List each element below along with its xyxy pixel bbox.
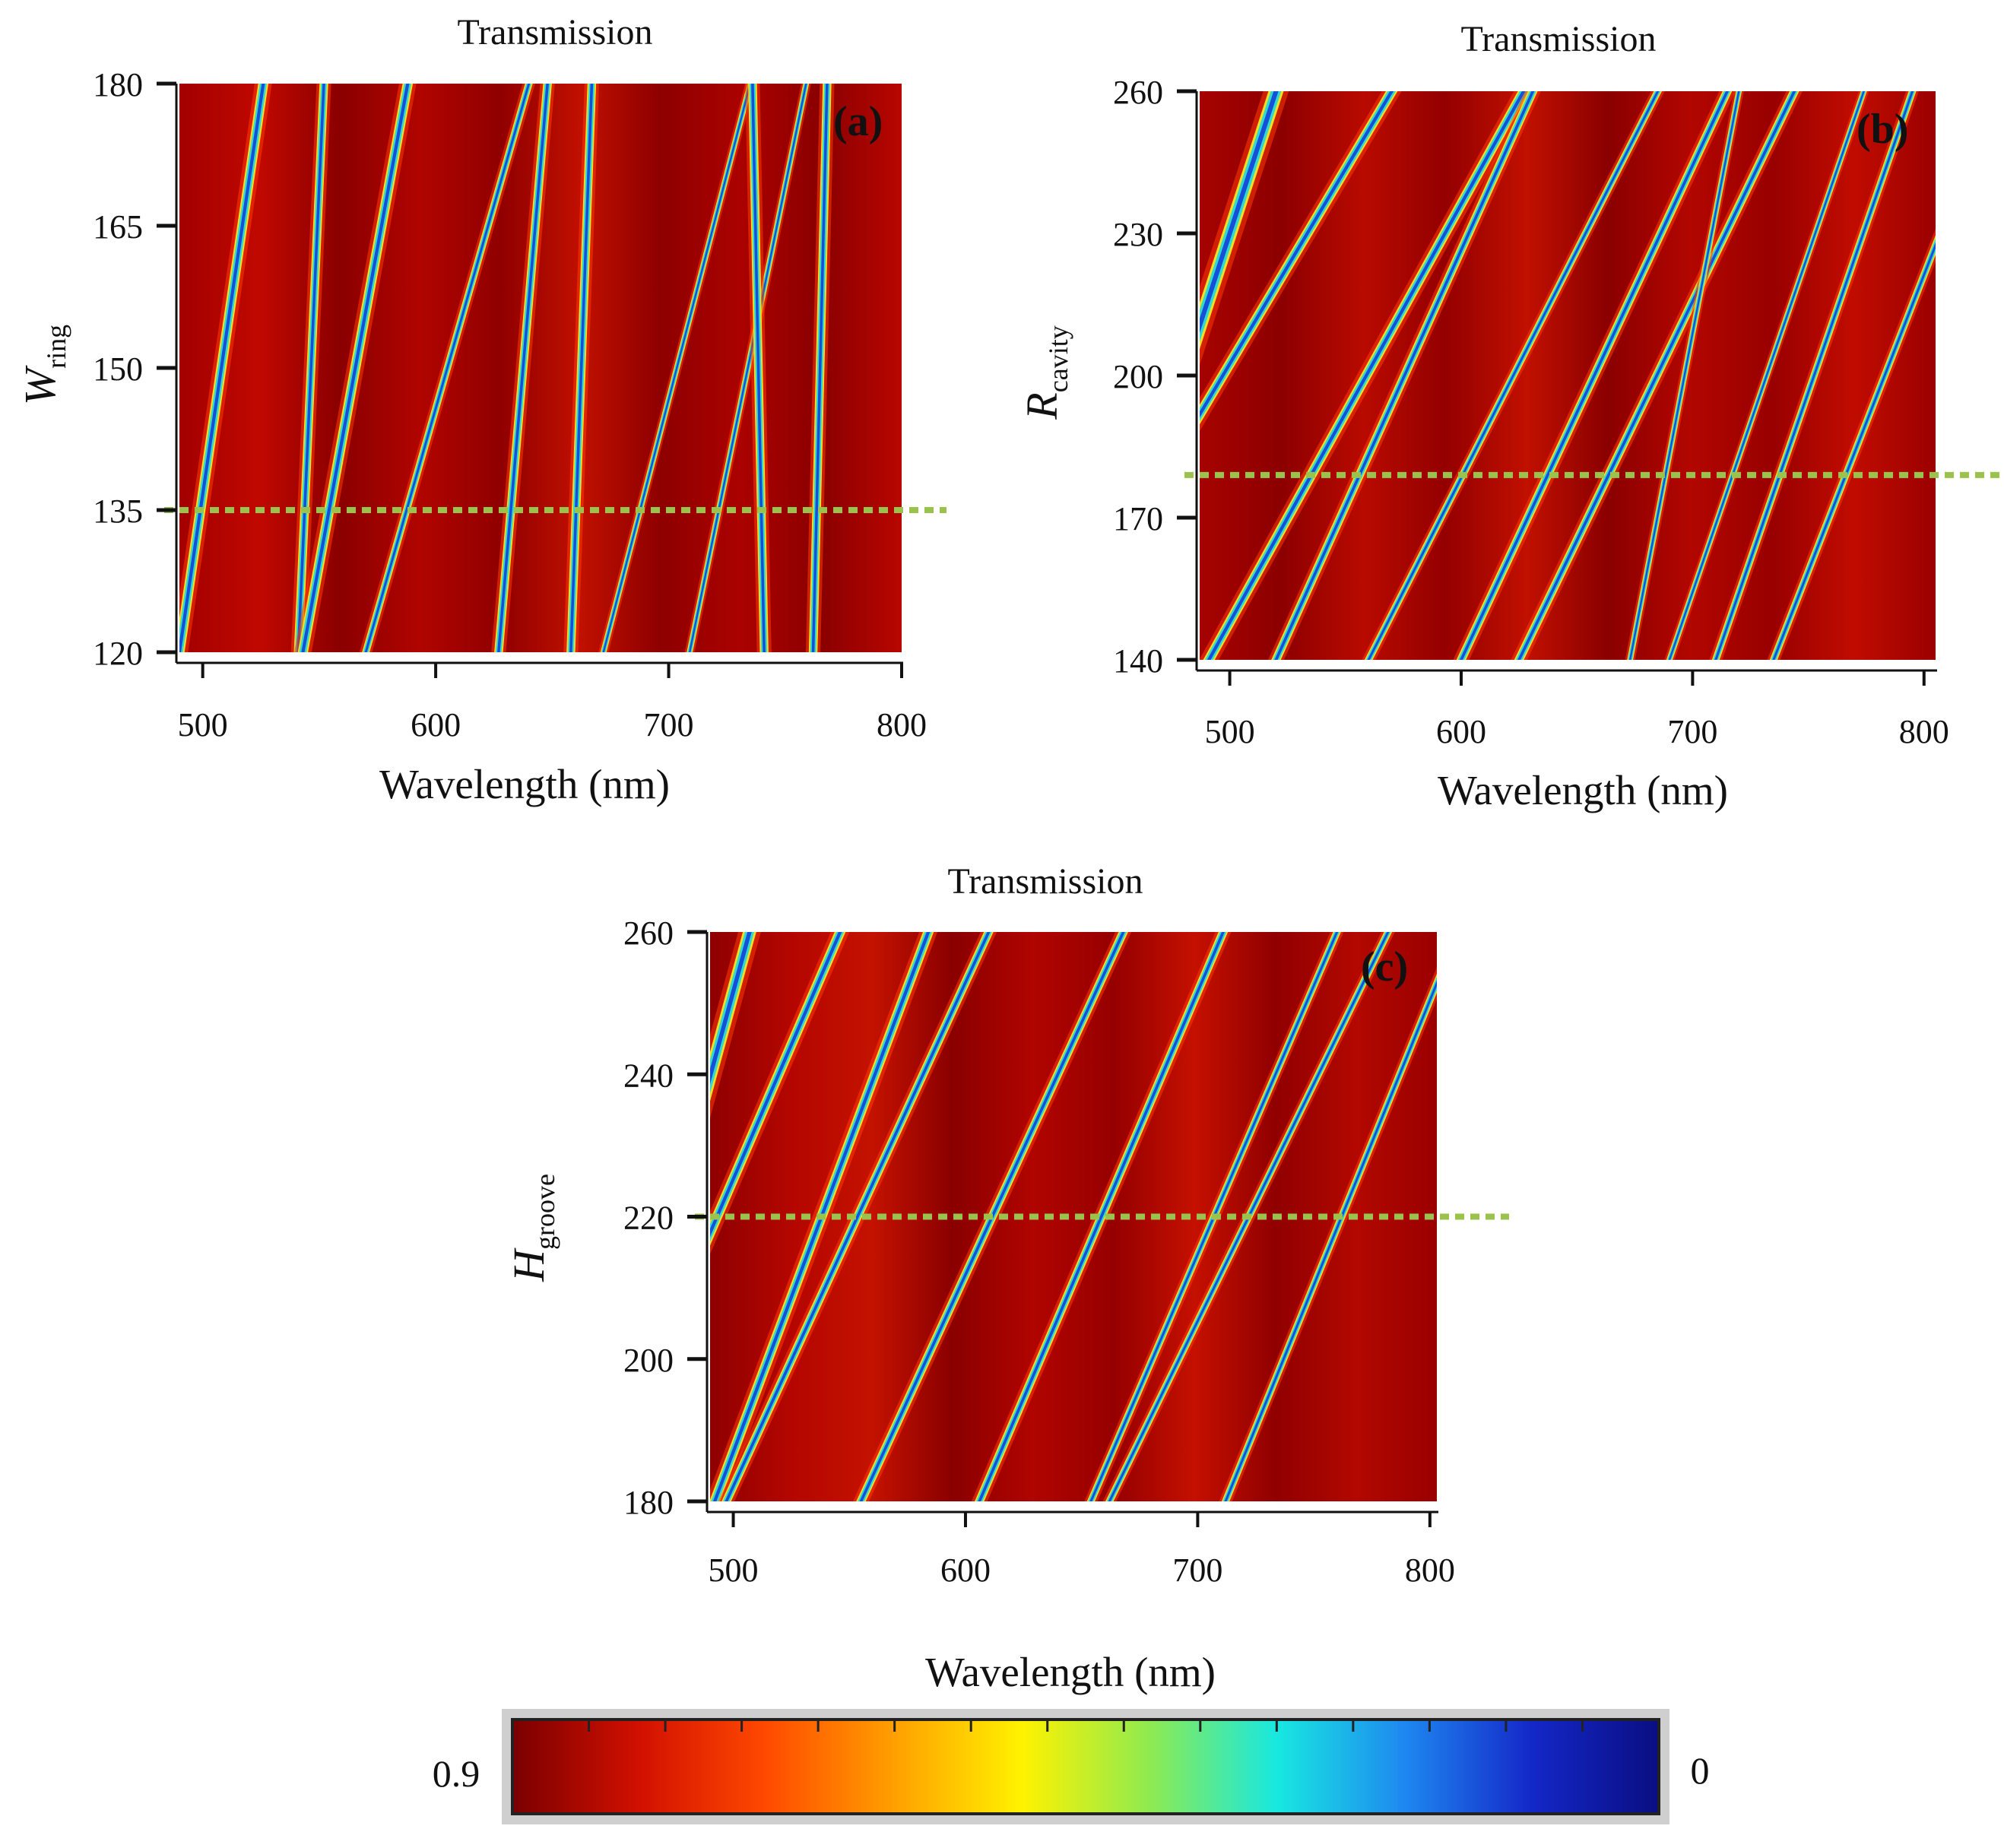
x-tick-label: 700 <box>644 706 694 743</box>
y-tick-label: 140 <box>1113 642 1163 680</box>
x-tick-label: 800 <box>1405 1552 1455 1589</box>
x-tick-label: 700 <box>1667 713 1717 750</box>
resonance-line <box>359 84 535 652</box>
y-tick-label: 150 <box>93 350 143 388</box>
resonance-line <box>805 84 835 652</box>
panel-b-ylabel-sub: cavity <box>1043 325 1073 392</box>
panel-b: Transmission Wavelength (nm) Rcavity (b)… <box>1017 19 1999 813</box>
panel-b-xlabel: Wavelength (nm) <box>1438 767 1728 813</box>
panel-c-label: (c) <box>1361 943 1408 991</box>
resonance-line <box>1709 91 1920 660</box>
resonance-line <box>971 932 1232 1501</box>
panel-a-title: Transmission <box>458 12 653 52</box>
panel-a-label: (a) <box>833 98 883 145</box>
colorbar: Wavelength (nm) 0.9 0 <box>433 1649 1710 1824</box>
y-tick-label: 135 <box>93 493 143 530</box>
colorbar-min-label: 0.9 <box>433 1752 480 1795</box>
y-tick-label: 200 <box>1113 358 1163 395</box>
y-tick-label: 260 <box>1113 74 1163 111</box>
x-tick-label: 700 <box>1172 1552 1222 1589</box>
y-tick-label: 180 <box>623 1484 674 1521</box>
resonance-line <box>1267 91 1541 660</box>
x-tick-label: 500 <box>178 706 228 743</box>
resonance-line <box>598 84 756 652</box>
resonance-line <box>1200 91 1402 432</box>
y-tick-label: 200 <box>623 1342 674 1379</box>
x-tick-label: 500 <box>1205 713 1255 750</box>
y-tick-label: 230 <box>1113 216 1163 253</box>
y-tick-label: 240 <box>623 1057 674 1094</box>
panel-b-label: (b) <box>1857 106 1908 153</box>
panel-b-ylabel: Rcavity <box>1017 325 1073 420</box>
y-tick-label: 120 <box>93 635 143 672</box>
plot-area <box>179 84 902 652</box>
resonance-line <box>294 84 417 652</box>
resonance-line <box>563 84 600 652</box>
panel-c-ylabel-main: H <box>504 1247 553 1282</box>
y-tick-label: 220 <box>623 1200 674 1237</box>
resonance-line <box>718 932 997 1501</box>
y-tick-label: 260 <box>623 914 674 952</box>
resonance-line <box>290 84 331 652</box>
y-tick-label: 170 <box>1113 500 1163 537</box>
resonance-line <box>1362 91 1665 660</box>
panel-b-title: Transmission <box>1461 19 1657 59</box>
resonance-line <box>1200 91 1289 366</box>
colorbar-max-label: 0 <box>1691 1749 1710 1792</box>
resonance-line <box>1453 91 1736 660</box>
panel-a: Transmission Wavelength (nm) Wring (a) 1… <box>15 12 947 807</box>
panel-a-xlabel: Wavelength (nm) <box>379 761 670 807</box>
colorbar-gradient <box>511 1718 1660 1815</box>
y-tick-label: 180 <box>93 66 143 103</box>
panel-c: Transmission Hgroove (c) 180 200 220 240 260… <box>504 861 1509 1589</box>
panel-c-ylabel-sub: groove <box>530 1174 560 1250</box>
x-tick-label: 600 <box>411 706 461 743</box>
resonance-line <box>710 932 761 1118</box>
resonance-line <box>1625 91 1744 660</box>
x-tick-label: 800 <box>1899 713 1949 750</box>
resonance-line <box>491 84 555 652</box>
colorbar-xlabel: Wavelength (nm) <box>925 1649 1216 1695</box>
panel-b-ylabel-main: R <box>1017 392 1067 420</box>
resonance-line <box>1664 91 1869 660</box>
panel-a-ylabel-main: W <box>15 365 65 405</box>
panel-a-ylabel-sub: ring <box>41 325 71 369</box>
resonance-line <box>1511 91 1803 660</box>
x-tick-label: 600 <box>1436 713 1486 750</box>
x-tick-label: 500 <box>709 1552 759 1589</box>
panel-a-ylabel: Wring <box>15 325 71 405</box>
resonance-line <box>745 84 772 652</box>
y-tick-label: 165 <box>93 208 143 246</box>
resonance-line <box>684 84 811 652</box>
x-tick-label: 600 <box>940 1552 991 1589</box>
panel-c-title: Transmission <box>948 861 1143 902</box>
plot-area <box>1200 91 1936 660</box>
resonance-line <box>1200 91 1533 660</box>
resonance-line <box>179 84 272 652</box>
x-tick-label: 800 <box>877 706 927 743</box>
resonance-line <box>1767 228 1936 660</box>
panel-c-ylabel: Hgroove <box>504 1174 560 1282</box>
